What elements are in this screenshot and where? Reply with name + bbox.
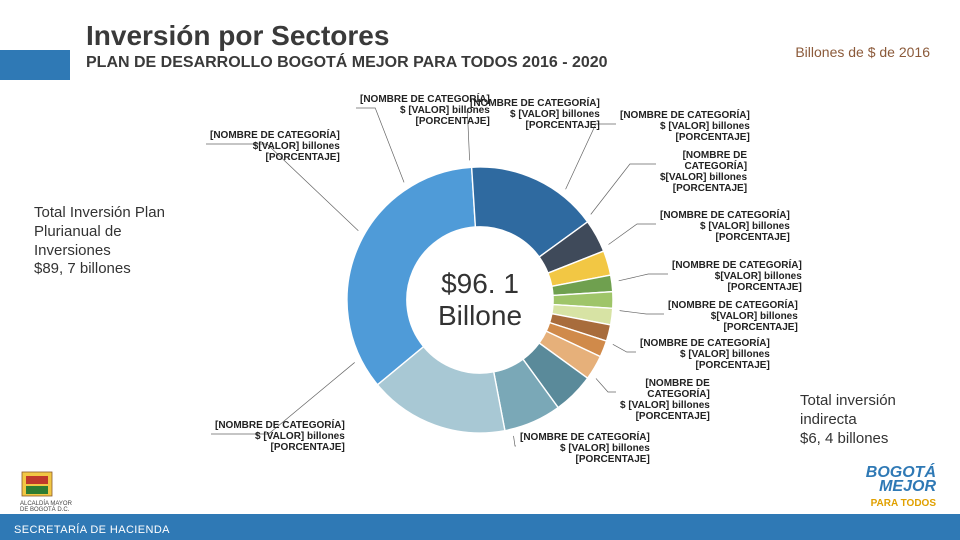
chart-callout: [NOMBRE DECATEGORÍA]$[VALOR] billones[PO… xyxy=(660,150,747,194)
chart-callout: [NOMBRE DE CATEGORÍA]$ [VALOR] billones[… xyxy=(640,338,770,371)
summary-right-line: indirecta xyxy=(800,411,930,430)
chart-callout: [NOMBRE DE CATEGORÍA]$[VALOR] billones[P… xyxy=(672,260,802,293)
leader-line xyxy=(620,311,664,314)
footer-bar: SECRETARÍA DE HACIENDA xyxy=(0,514,960,540)
summary-right-line: $6, 4 billones xyxy=(800,430,930,449)
chart-callout: [NOMBRE DECATEGORÍA]$ [VALOR] billones[P… xyxy=(620,378,710,422)
summary-left-line: $89, 7 billones xyxy=(34,260,204,279)
center-value-line2: Billone xyxy=(438,300,522,332)
chart-callout: [NOMBRE DE CATEGORÍA]$ [VALOR] billones[… xyxy=(470,98,600,131)
chart-callout: [NOMBRE DE CATEGORÍA]$ [VALOR] billones[… xyxy=(660,210,790,243)
chart-callout: [NOMBRE DE CATEGORÍA]$[VALOR] billones[P… xyxy=(210,130,340,163)
summary-left-line: Total Inversión Plan xyxy=(34,204,204,223)
page-title: Inversión por Sectores xyxy=(86,20,389,52)
logo-right-line3: PARA TODOS xyxy=(871,498,936,509)
logo-left-line2: DE BOGOTÁ D.C. xyxy=(20,507,69,513)
footer-label: SECRETARÍA DE HACIENDA xyxy=(14,524,170,536)
chart-callout: [NOMBRE DE CATEGORÍA]$ [VALOR] billones[… xyxy=(620,110,750,143)
summary-left-line: Inversiones xyxy=(34,242,204,261)
summary-left: Total Inversión Plan Plurianual de Inver… xyxy=(34,204,204,279)
summary-right: Total inversión indirecta $6, 4 billones xyxy=(800,392,930,448)
header-accent xyxy=(0,50,70,80)
chart-callout: [NOMBRE DE CATEGORÍA]$ [VALOR] billones[… xyxy=(520,432,650,465)
summary-left-line: Plurianual de xyxy=(34,223,204,242)
page-subtitle: PLAN DE DESARROLLO BOGOTÁ MEJOR PARA TOD… xyxy=(86,54,608,72)
logo-alcaldia: ALCALDÍA MAYORDE BOGOTÁ D.C. xyxy=(20,470,104,506)
chart-callout: [NOMBRE DE CATEGORÍA]$[VALOR] billones[P… xyxy=(668,300,798,333)
logo-bogota-mejor: BOGOTÁ MEJOR PARA TODOS xyxy=(816,466,936,506)
center-value-line1: $96. 1 xyxy=(438,268,522,300)
summary-right-line: Total inversión xyxy=(800,392,930,411)
chart-callout: [NOMBRE DE CATEGORÍA]$ [VALOR] billones[… xyxy=(215,420,345,453)
currency-note: Billones de $ de 2016 xyxy=(795,44,930,60)
chart-center-label: $96. 1 Billone xyxy=(438,268,522,332)
donut-chart: $96. 1 Billone xyxy=(340,160,620,440)
leader-line xyxy=(619,274,668,281)
logo-right-line2: MEJOR xyxy=(879,478,936,495)
